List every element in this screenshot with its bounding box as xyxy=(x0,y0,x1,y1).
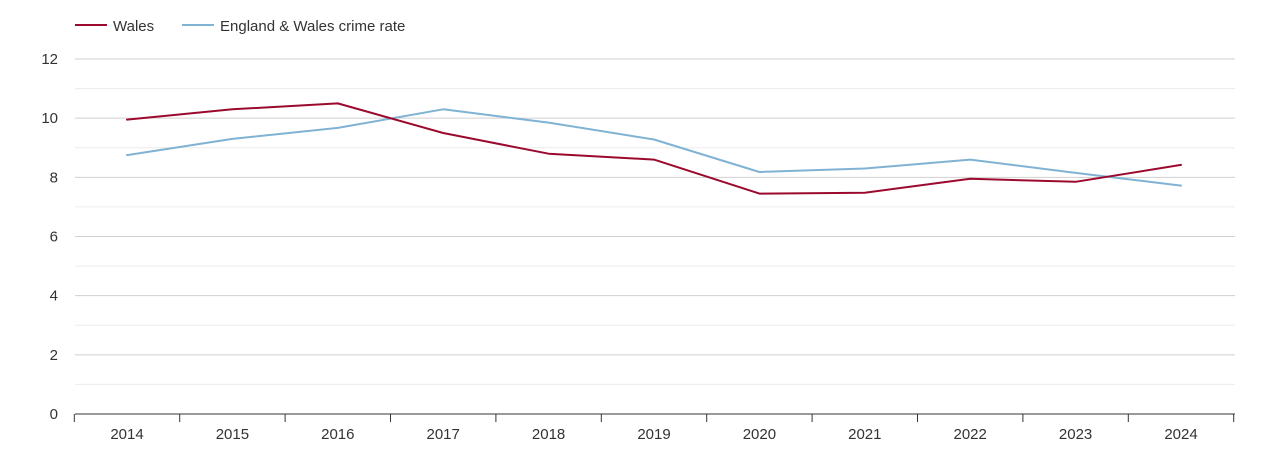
x-tick-label: 2019 xyxy=(637,426,670,443)
gridlines xyxy=(75,58,1235,385)
y-tick-label: 6 xyxy=(50,229,58,246)
x-tick-label: 2022 xyxy=(954,426,987,443)
x-tick-label: 2018 xyxy=(532,426,565,443)
y-tick-label: 8 xyxy=(50,169,58,186)
series-line-wales[interactable] xyxy=(126,102,1182,195)
x-tick-label: 2016 xyxy=(321,426,354,443)
x-tick-label: 2017 xyxy=(427,426,460,443)
y-tick-label: 2 xyxy=(50,347,58,364)
y-tick-label: 10 xyxy=(41,110,58,127)
legend-item-england-wales[interactable]: England & Wales crime rate xyxy=(182,18,405,35)
chart-legend: Wales England & Wales crime rate xyxy=(75,18,405,35)
x-tick-label: 2014 xyxy=(110,426,143,443)
y-tick-label: 0 xyxy=(50,406,58,423)
y-axis-ticks: 0 2 4 6 8 10 12 xyxy=(41,51,58,423)
series-line-england-wales-crime-rate[interactable] xyxy=(126,108,1182,187)
x-tick-label: 2015 xyxy=(216,426,249,443)
legend-item-wales[interactable]: Wales xyxy=(75,18,154,35)
x-tick-label: 2021 xyxy=(848,426,881,443)
legend-label-england-wales: England & Wales crime rate xyxy=(220,18,405,35)
data-series xyxy=(126,102,1182,195)
x-tick-label: 2024 xyxy=(1164,426,1197,443)
y-tick-label: 12 xyxy=(41,51,58,68)
x-tick-label: 2023 xyxy=(1059,426,1092,443)
x-axis: 2014 2015 2016 2017 2018 2019 2020 2021 2022 2023… xyxy=(73,413,1235,443)
x-tick-label: 2020 xyxy=(743,426,776,443)
y-tick-label: 4 xyxy=(50,288,58,305)
legend-label-wales: Wales xyxy=(113,18,154,35)
